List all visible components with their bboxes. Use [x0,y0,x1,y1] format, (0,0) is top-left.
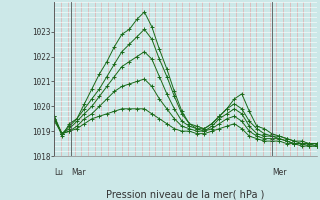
Text: Mar: Mar [71,168,86,177]
Text: Pression niveau de la mer( hPa ): Pression niveau de la mer( hPa ) [107,190,265,200]
Text: Mer: Mer [272,168,287,177]
Text: Lu: Lu [54,168,63,177]
